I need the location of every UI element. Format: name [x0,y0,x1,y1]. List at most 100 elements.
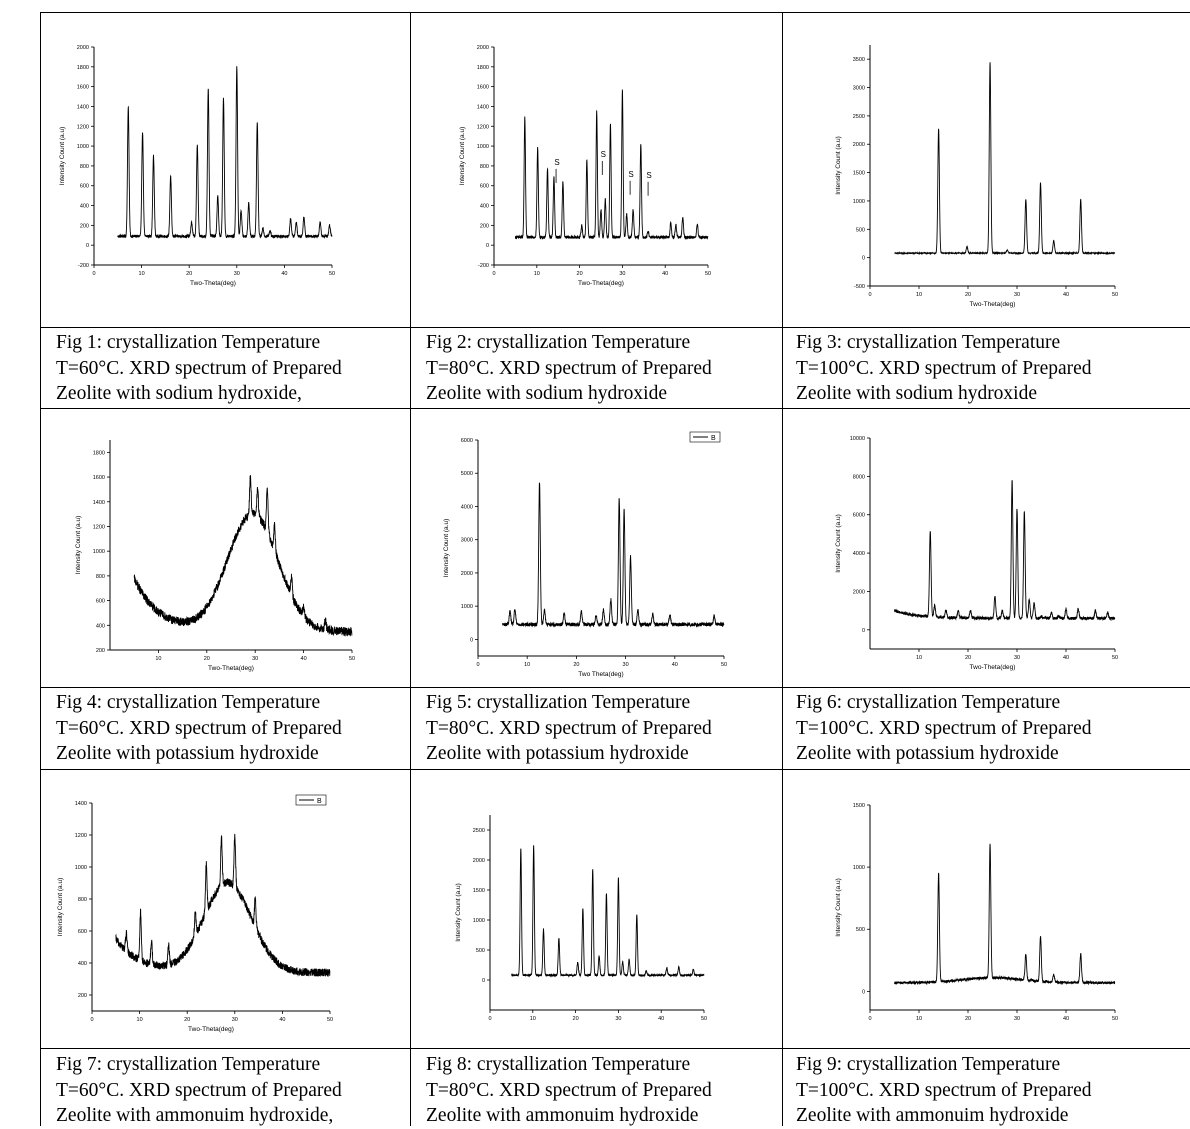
y-tick-label: 8000 [853,474,865,480]
caption-line: Zeolite with potassium hydroxide [426,743,689,764]
y-tick-label: 1600 [477,85,489,91]
y-axis-label: Intensity Count (a.u) [443,519,450,578]
x-tick-label: 50 [1112,292,1118,298]
xrd-chart-2: 0 10 20 30 40 50 -200 0 200 400 600 800 1000 1200 1400… [446,35,728,293]
x-tick-label: 20 [186,271,192,277]
x-tick-label: 20 [965,1016,971,1022]
x-axis-label: Two Theta(deg) [578,671,623,678]
table-border [410,12,411,1126]
y-tick-label: 600 [78,929,87,935]
y-tick-label: 2000 [77,45,89,51]
x-tick-label: 50 [1112,655,1118,661]
x-tick-label: 40 [281,271,287,277]
y-axis-label: Intensity Count (a.u) [75,516,82,575]
x-tick-label: 30 [619,271,625,277]
x-tick-label: 50 [1112,1016,1118,1022]
y-tick-label: 1400 [477,104,489,110]
xrd-spectrum-line [514,89,709,241]
x-axis-label: Two-Theta(deg) [208,665,254,672]
y-tick-label: 1800 [93,450,105,456]
x-tick-label: 40 [279,1017,285,1023]
y-tick-label: 1200 [77,124,89,130]
y-tick-label: 0 [482,978,485,984]
y-axis-label: Intensity Count (a.u) [835,136,842,195]
y-tick-label: 1600 [77,85,89,91]
peak-annotation: S [554,158,559,167]
x-tick-label: 0 [92,271,95,277]
table-border [40,327,1190,328]
legend-label: B [317,798,322,805]
chart-svg: 0 10 20 30 40 50-5000500100015002000250030003… [835,45,1118,308]
caption-line: T=100°C. XRD spectrum of Prepared [796,1079,1092,1101]
x-tick-label: 20 [573,1016,579,1022]
x-tick-label: 10 [155,656,161,662]
caption-line: Zeolite with sodium hydroxide [796,383,1038,404]
x-tick-label: 20 [965,292,971,298]
table-border [40,12,1190,13]
chart-svg: 0 10 20 30 40 50 200 400 600 800 1000 1200 1400 Two-T… [57,794,333,1033]
figure-caption: Fig 5: crystallization Temperature T=80°… [426,690,712,767]
y-tick-label: 1400 [75,801,87,807]
xrd-chart-4: 10 20 30 40 50 200 400 600 800 1000 1200 1400 1600 18… [66,432,372,678]
y-tick-label: 4000 [853,551,865,557]
x-tick-label: 10 [524,662,530,668]
figure-caption: Fig 6: crystallization Temperature T=100… [796,690,1092,767]
y-tick-label: 0 [470,637,473,643]
xrd-spectrum-line [133,475,353,638]
y-axis-label: Intensity Count (a.u) [455,883,462,942]
xrd-spectrum-line [894,480,1116,622]
caption-line: T=80°C. XRD spectrum of Prepared [426,717,712,739]
y-tick-label: 2500 [473,828,485,834]
y-tick-label: 400 [480,204,489,210]
x-tick-label: 20 [573,662,579,668]
x-tick-label: 20 [577,271,583,277]
x-tick-label: 10 [916,1016,922,1022]
x-tick-label: 0 [492,271,495,277]
table-border [40,687,1190,688]
y-tick-label: 2000 [477,45,489,51]
chart-svg: 10 20 30 40 50 0 2000 4000 6000 8000 10000 Two-Thet… [835,436,1118,671]
y-tick-label: 1000 [461,604,473,610]
y-axis-label: Intensity Count (a.u) [835,878,842,937]
x-tick-label: 30 [1014,292,1020,298]
xrd-chart-3: 0 10 20 30 40 50 -500 0 500 1000 1500 2000 2500 3000 3… [820,35,1135,314]
y-tick-label: 400 [78,961,87,967]
y-axis-label: Intensity Count (a.u) [59,127,66,186]
x-tick-label: 40 [662,271,668,277]
caption-line: Fig 6: crystallization Temperature [796,692,1061,713]
y-tick-label: 500 [856,227,865,233]
caption-line: Zeolite with sodium hydroxide, [56,383,302,404]
y-tick-label: -200 [478,263,489,269]
caption-line: T=100°C. XRD spectrum of Prepared [796,357,1092,379]
y-tick-label: 0 [862,256,865,262]
y-tick-label: 1000 [477,144,489,150]
y-tick-label: 800 [78,897,87,903]
figure-caption: Fig 8: crystallization Temperature T=80°… [426,1052,712,1129]
caption-line: Fig 7: crystallization Temperature [56,1054,321,1075]
x-tick-label: 40 [672,662,678,668]
y-tick-label: -500 [854,284,865,290]
x-tick-label: 30 [615,1016,621,1022]
y-tick-label: 1000 [853,199,865,205]
caption-line: T=80°C. XRD spectrum of Prepared [426,357,712,379]
x-tick-label: 0 [868,1016,871,1022]
caption-line: T=100°C. XRD spectrum of Prepared [796,717,1092,739]
x-tick-label: 10 [916,292,922,298]
y-tick-label: 1000 [473,918,485,924]
x-tick-label: 30 [1014,1016,1020,1022]
x-tick-label: 10 [530,1016,536,1022]
y-tick-label: 1200 [477,124,489,130]
caption-line: Fig 4: crystallization Temperature [56,692,321,713]
chart-legend: B [295,794,327,806]
figure-caption: Fig 9: crystallization Temperature T=100… [796,1052,1092,1129]
y-tick-label: 1400 [77,104,89,110]
y-tick-label: 6000 [853,513,865,519]
caption-line: Zeolite with ammonuim hydroxide [426,1105,699,1126]
xrd-chart-8: 0 10 20 30 40 50 0 500 1000 1500 2000 2500 Intensity… [446,795,724,1038]
x-tick-label: 50 [349,656,355,662]
x-tick-label: 30 [623,662,629,668]
table-border [40,1048,1190,1049]
x-tick-label: 10 [137,1017,143,1023]
y-tick-label: 200 [78,993,87,999]
